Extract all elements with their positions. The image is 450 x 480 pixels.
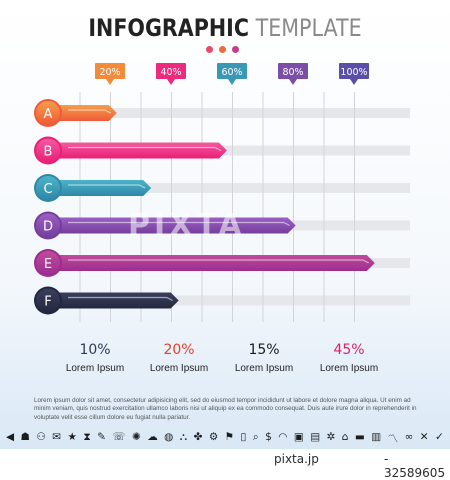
envelope-icon: ✉ [52,431,62,443]
puzzle-icon: ✤ [193,431,203,443]
bar-highlight [68,259,370,264]
tick-pointer [167,79,175,85]
gear-icon: ⚙ [208,431,219,443]
tick-pointer [228,79,236,85]
chart-icon: ▥ [371,431,382,443]
search-icon: ⌕ [252,431,259,443]
icon-row: ◀ ☗ ⚇ ✉ ★ ⧗ ✎ ☏ ✺ ☁ ◍ ⛬ ✤ ⚙ ⚑ ▯ ⌕ $ ◠ ▣ ▤ ✲ ⌂ ▬ ▥ 〽 ∞ ✕ ✓ [0,431,450,447]
watermark-brand: pixta.jp [274,452,319,466]
title-bold: INFOGRAPHIC [88,14,250,42]
close-icon: ✕ [419,431,429,443]
tick-pointer [350,79,358,85]
flag-icon: ⚑ [224,431,235,443]
link-icon: ∞ [404,431,414,443]
chat-icon: ☏ [112,431,126,443]
stat-value: 20% [163,342,195,358]
bar [56,217,296,234]
home-icon: ⌂ [341,431,349,443]
chart-title: INFOGRAPHIC TEMPLATE [32,14,419,42]
bar-highlight [68,184,146,189]
category-label: C [43,182,52,197]
globe-icon: ◍ [164,431,174,443]
stat-value: 10% [79,342,111,358]
tick-label: 100% [340,67,367,78]
trend-icon: 〽 [387,433,399,445]
tick-badge [156,63,186,79]
tick-badge [278,63,308,79]
track [48,295,410,306]
speech-bubble-icon: ✎ [97,431,106,443]
tick-label: 80% [282,67,303,78]
cloud-icon: ☁ [147,431,158,443]
stat-value: 45% [333,342,365,358]
category-label: D [43,220,53,235]
title-light: TEMPLATE [255,14,362,42]
category-circle-inner [36,138,60,163]
bar-highlight [68,146,222,152]
category-circle-inner [36,101,60,125]
hourglass-icon: ⧗ [83,431,91,443]
tick-label: 60% [221,67,242,78]
bar-highlight [68,221,290,227]
bar-chart: 20% 40% 60% 80% 100% A B C D E F [34,63,410,322]
bar [56,255,375,271]
megaphone-icon: ◀ [6,431,15,443]
category-label: F [44,295,51,310]
star-icon: ★ [67,431,77,443]
watermark-bar [0,449,450,469]
wifi-icon: ◠ [278,431,288,443]
stat-label: Lorem Ipsum [234,363,294,374]
mobile-icon: ▯ [240,431,247,443]
stat-block: 15% Lorem Ipsum [209,342,319,374]
check-icon: ✓ [435,431,444,443]
tick-badge [217,63,247,79]
tick-label: 20% [99,67,120,78]
track [48,145,410,156]
title-dot [232,46,239,53]
title-dot [219,46,226,53]
title-dot [206,46,213,53]
watermark-overlay: PIXTA [128,208,246,243]
tick-label: 40% [160,67,181,78]
stat-label: Lorem Ipsum [65,363,125,374]
watermark-id: - 32589605 [384,452,446,480]
stat-label: Lorem Ipsum [149,363,209,374]
trash-icon: ▣ [293,431,304,443]
stat-block: 20% Lorem Ipsum [124,342,234,374]
tick-pointer [106,79,114,85]
stat-label: Lorem Ipsum [319,363,379,374]
briefcase-icon: ▬ [354,431,365,443]
category-circle-inner [36,288,60,313]
stat-block: 10% Lorem Ipsum [40,342,150,374]
tick-badge [95,63,125,79]
body-text: Lorem ipsum dolor sit amet, consectetur … [34,397,417,421]
lock-icon: ▤ [310,431,321,443]
group-icon: ☗ [20,431,30,443]
bar-highlight [68,109,112,114]
stat-block: 45% Lorem Ipsum [294,342,404,374]
network-icon: ⛬ [179,431,188,443]
stat-value: 15% [248,342,280,358]
lightbulb-icon: ✺ [131,431,141,443]
tick-pointer [289,79,297,85]
dollar-icon: $ [265,431,272,443]
bar [56,142,227,159]
category-circle-inner [36,176,60,200]
category-label: B [44,145,53,160]
people-icon: ⚇ [36,431,46,443]
bar-highlight [68,296,173,302]
bar [56,105,117,121]
category-label: E [44,257,52,272]
tick-badge [339,63,369,79]
bar [56,292,179,309]
title-dots [206,46,239,53]
track [48,183,410,193]
category-label: A [44,107,53,122]
settings-icon: ✲ [326,431,336,443]
category-circle-inner [36,251,60,275]
track [48,108,410,118]
bar [56,180,152,196]
category-circle-inner [36,213,60,238]
